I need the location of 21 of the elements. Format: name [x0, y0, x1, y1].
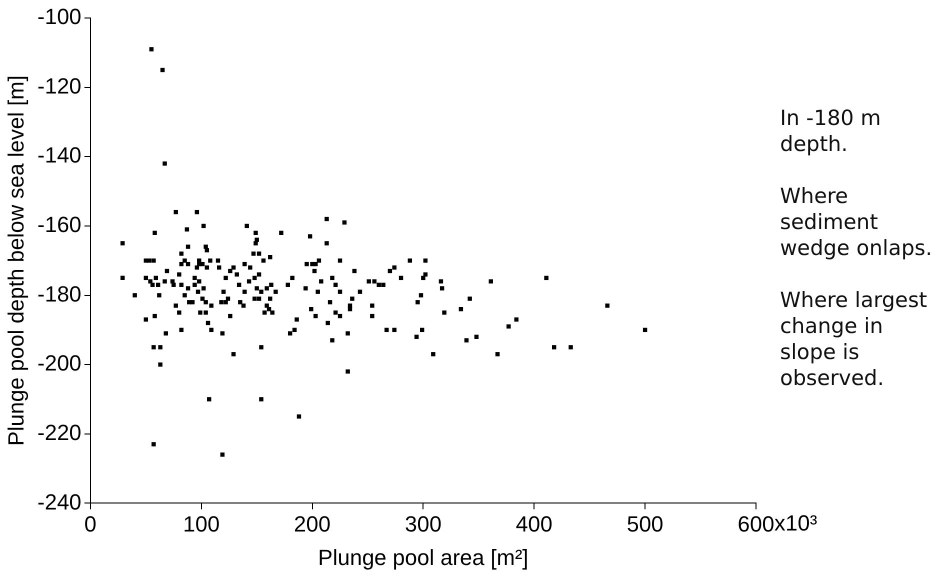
x-tick-label: 300 — [404, 511, 442, 536]
y-tick-label: -240 — [37, 489, 82, 514]
y-tick-label: -120 — [37, 73, 82, 98]
x-tick-label: 100 — [183, 511, 220, 536]
text: Where sediment wedge onlaps. — [780, 183, 934, 261]
y-tick-label: -140 — [37, 142, 82, 168]
y-tick-label: -160 — [37, 212, 82, 238]
x-tick-label: 400 — [516, 511, 553, 536]
text: x10³ — [774, 510, 818, 536]
y-tick-label: -100 — [37, 4, 82, 30]
x-tick-label: 200 — [294, 511, 331, 536]
x-tick-label: 500 — [626, 511, 664, 536]
text: In -180 m depth. — [780, 105, 882, 157]
y-tick-label: -220 — [37, 420, 82, 445]
x-tick-label: 0 — [84, 511, 97, 536]
x-tick-label: 600 — [738, 511, 774, 536]
y-tick-label: -200 — [37, 350, 82, 376]
y-tick-label: -180 — [37, 281, 82, 306]
y-axis-title: Plunge pool depth below sea level [m] — [3, 75, 28, 446]
text: Where largest change in slope is observed. — [780, 287, 928, 391]
x-axis-title: Plunge pool area [m²] — [318, 544, 528, 570]
